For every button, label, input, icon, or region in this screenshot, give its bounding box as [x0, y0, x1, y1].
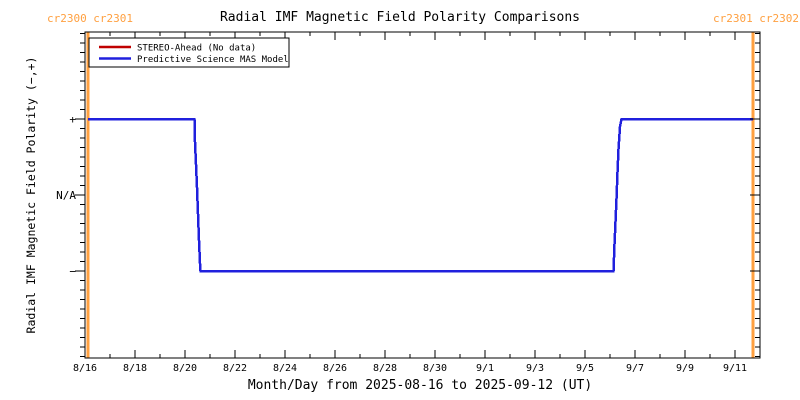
- x-tick-label: 9/9: [676, 363, 694, 374]
- y-tick-label: −: [69, 265, 76, 278]
- carrington-boundary-lines: [86, 32, 755, 358]
- legend: STEREO-Ahead (No data) Predictive Scienc…: [88, 37, 290, 68]
- x-tick-label: 9/11: [723, 363, 747, 374]
- y-tick-label: N/A: [56, 189, 76, 202]
- cr-label-top-right: cr2301 cr2302: [713, 12, 799, 25]
- x-tick-label: 8/16: [73, 363, 97, 374]
- x-tick-label: 8/30: [423, 363, 447, 374]
- x-tick-labels: 8/16 8/18 8/20 8/22 8/24 8/26 8/28 8/30 9/1 9/3 9/…: [73, 363, 747, 374]
- x-tick-label: 9/3: [526, 363, 544, 374]
- y-tick-labels: + N/A −: [56, 113, 76, 278]
- chart-title: Radial IMF Magnetic Field Polarity Compa…: [220, 10, 580, 25]
- cr-label-top-left: cr2300 cr2301: [47, 12, 133, 25]
- x-tick-label: 9/1: [476, 363, 494, 374]
- x-tick-label: 8/26: [323, 363, 347, 374]
- legend-label-stereo: STEREO-Ahead (No data): [137, 44, 256, 54]
- legend-box: [88, 37, 290, 68]
- legend-label-mas: Predictive Science MAS Model: [137, 55, 289, 65]
- x-tick-label: 9/5: [576, 363, 594, 374]
- x-tick-label: 8/22: [223, 363, 247, 374]
- x-tick-label: 8/20: [173, 363, 197, 374]
- x-axis-title: Month/Day from 2025-08-16 to 2025-09-12 …: [248, 378, 592, 393]
- data-series: [88, 117, 753, 273]
- x-tick-label: 8/18: [123, 363, 147, 374]
- x-tick-label: 8/24: [273, 363, 297, 374]
- x-tick-label: 9/7: [626, 363, 644, 374]
- series-line: [88, 117, 753, 273]
- x-tick-label: 8/28: [373, 363, 397, 374]
- y-axis-title: Radial IMF Magnetic Field Polarity (−,+): [24, 57, 38, 334]
- y-tick-label: +: [69, 113, 76, 126]
- plot-border: [84, 31, 761, 359]
- axis-ticks: [75, 32, 761, 358]
